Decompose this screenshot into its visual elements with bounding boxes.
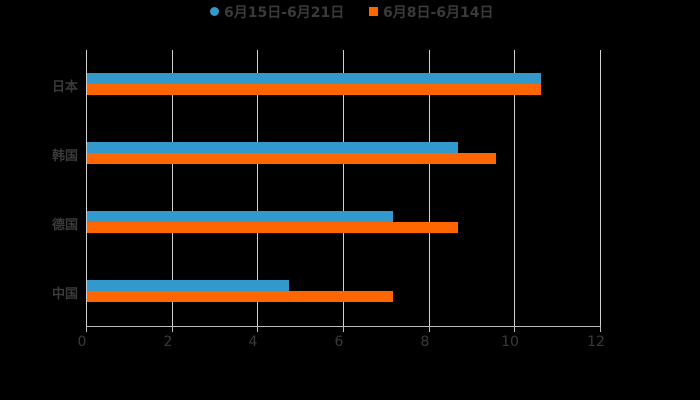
x-axis-line	[86, 326, 600, 327]
legend-label: 6月8日-6月14日	[383, 5, 494, 21]
x-axis-tick-label: 2	[163, 334, 173, 350]
x-axis-tick	[514, 326, 515, 332]
gridline	[172, 50, 173, 326]
x-axis-tick-label: 10	[501, 334, 519, 350]
bar-series-1[interactable]	[87, 211, 393, 222]
gridline	[429, 50, 430, 326]
x-axis-tick-label: 8	[420, 334, 430, 350]
y-axis-category-label: 韩国	[51, 149, 78, 164]
x-axis-tick-label: 4	[248, 334, 258, 350]
x-axis-tick	[600, 326, 601, 332]
legend: 6月15日-6月21日 6月8日-6月14日	[0, 4, 700, 24]
x-axis-tick-label: 12	[587, 334, 605, 350]
gridline	[86, 50, 87, 326]
legend-marker-square-icon	[369, 7, 378, 16]
gridline	[257, 50, 258, 326]
bar-series-1[interactable]	[87, 73, 541, 84]
x-axis-tick	[172, 326, 173, 332]
bar-series-1[interactable]	[87, 280, 290, 291]
legend-marker-circle-icon	[210, 7, 219, 16]
x-axis-tick-label: 0	[77, 334, 87, 350]
bar-series-2[interactable]	[87, 84, 541, 95]
y-axis-category-label: 德国	[51, 218, 78, 233]
x-axis-tick	[429, 326, 430, 332]
gridline	[600, 50, 601, 326]
gridline	[514, 50, 515, 326]
x-axis-tick-label: 6	[334, 334, 344, 350]
y-axis-category-label: 日本	[51, 80, 78, 95]
legend-label: 6月15日-6月21日	[224, 5, 345, 21]
bar-series-2[interactable]	[87, 222, 458, 233]
bar-series-2[interactable]	[87, 291, 393, 302]
y-axis-category-label: 中国	[51, 287, 78, 302]
legend-item-series-2[interactable]: 6月8日-6月14日	[369, 4, 494, 22]
gridline	[343, 50, 344, 326]
bar-series-2[interactable]	[87, 153, 496, 164]
x-axis-tick	[257, 326, 258, 332]
bar-series-1[interactable]	[87, 142, 458, 153]
legend-item-series-1[interactable]: 6月15日-6月21日	[210, 4, 344, 22]
x-axis-tick	[86, 326, 87, 332]
x-axis-tick	[343, 326, 344, 332]
